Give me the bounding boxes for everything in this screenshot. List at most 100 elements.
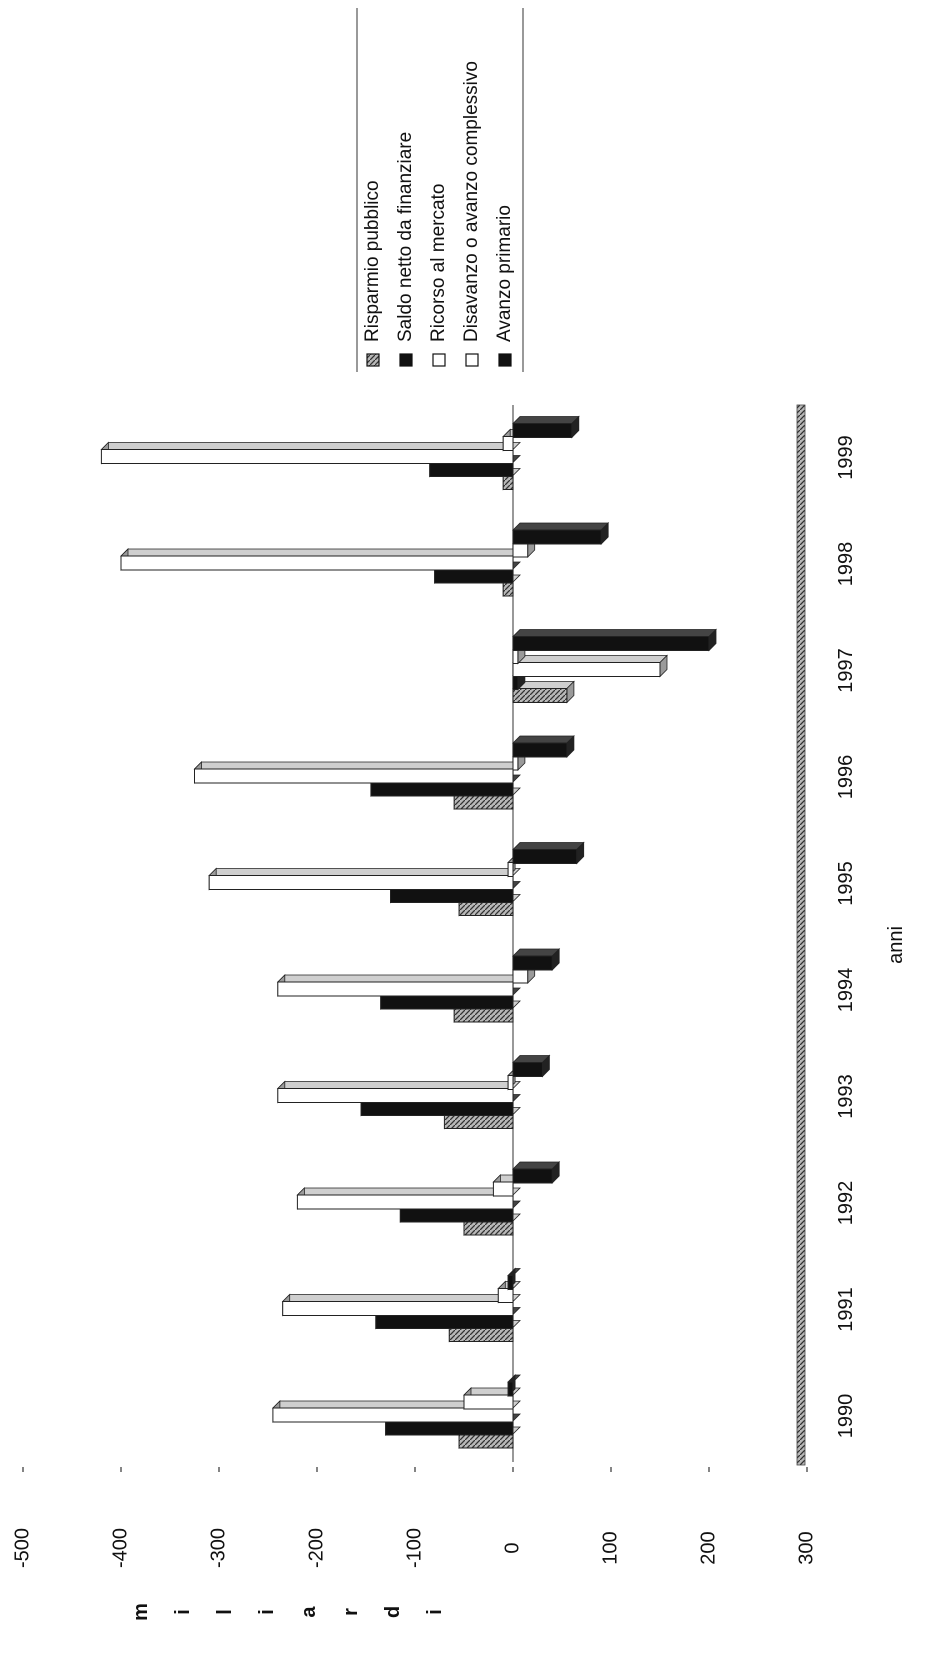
bar-avanzo-primario: [512, 849, 578, 864]
bar-saldo-netto-da-finanziare: [370, 781, 514, 797]
legend-swatch: [498, 353, 512, 367]
legend-label: Risparmio pubblico: [362, 180, 383, 342]
bar-avanzo-primario: [512, 955, 553, 971]
bar-disavanzo-o-avanzo-complessivo: [463, 1394, 514, 1410]
bar-disavanzo-o-avanzo-complessivo: [502, 436, 514, 451]
y-tick-label: -200: [305, 1528, 327, 1568]
x-tick-label: 1996: [835, 755, 857, 800]
legend-swatch: [399, 353, 413, 367]
bar-depth: [281, 1294, 521, 1302]
bar-avanzo-primario: [512, 1062, 543, 1077]
legend-label: Avanzo primario: [494, 205, 515, 342]
y-axis-title-letter: i: [424, 1609, 446, 1615]
x-tick-label: 1994: [835, 968, 857, 1013]
bar-disavanzo-o-avanzo-complessivo: [497, 1288, 514, 1303]
bar-risparmio-pubblico: [502, 475, 514, 490]
bar-ricorso-al-mercato: [282, 1301, 514, 1316]
bar-saldo-netto-da-finanziare: [434, 568, 514, 584]
bar-avanzo-primario: [512, 423, 573, 438]
bar-avanzo-primario: [512, 1168, 553, 1184]
legend-swatch: [366, 353, 380, 367]
bar-saldo-netto-da-finanziare: [390, 888, 514, 903]
bar-depth: [512, 948, 561, 957]
bar-ricorso-al-mercato: [272, 1407, 514, 1423]
bar-ricorso-al-mercato: [194, 768, 514, 784]
category-labels: 1990 1991 1992 1993 1994 1995 1996 1997 1998 1999: [835, 435, 857, 1438]
bar-disavanzo-o-avanzo-complessivo: [507, 862, 514, 877]
bar-saldo-netto-da-finanziare: [512, 675, 519, 690]
y-tick-label: -400: [109, 1528, 131, 1568]
x-tick-label: 1990: [835, 1394, 857, 1439]
category-axis-floor: [796, 404, 806, 1466]
legend-label: Ricorso al mercato: [428, 184, 449, 342]
y-axis-title-letter: m: [130, 1603, 152, 1621]
bar-risparmio-pubblico: [502, 581, 514, 597]
bar-disavanzo-o-avanzo-complessivo: [507, 1075, 514, 1090]
bar-disavanzo-o-avanzo-complessivo: [512, 542, 529, 558]
x-tick-label: 1995: [835, 861, 857, 906]
bar-avanzo-primario: [512, 529, 602, 545]
bar-disavanzo-o-avanzo-complessivo: [512, 649, 519, 664]
bar-saldo-netto-da-finanziare: [380, 994, 514, 1010]
bars: [100, 415, 717, 1449]
bar-disavanzo-o-avanzo-complessivo: [492, 1181, 514, 1197]
bar-depth: [512, 1161, 561, 1170]
bar-risparmio-pubblico: [453, 794, 514, 810]
x-axis-title: anni: [885, 926, 907, 964]
y-tick-label: 100: [599, 1531, 621, 1564]
legend-label: Disavanzo o avanzo complessivo: [461, 61, 482, 342]
y-axis-title-letter: l: [214, 1609, 236, 1615]
bar-risparmio-pubblico: [448, 1327, 514, 1342]
bar-ricorso-al-mercato: [100, 449, 514, 464]
bar-depth: [276, 1081, 521, 1089]
bar-avanzo-primario: [507, 1275, 514, 1290]
bar-depth: [512, 416, 580, 424]
y-axis-title-letter: a: [298, 1606, 320, 1618]
bar-depth: [120, 548, 521, 557]
bar-depth: [512, 655, 668, 663]
x-tick-label: 1993: [835, 1074, 857, 1119]
y-tick-label: 200: [697, 1531, 719, 1564]
y-tick-label: 300: [795, 1531, 817, 1564]
y-tick-label: -100: [403, 1528, 425, 1568]
bar-depth: [276, 974, 521, 983]
bar-ricorso-al-mercato: [120, 555, 514, 571]
bar-saldo-netto-da-finanziare: [399, 1207, 514, 1223]
bar-avanzo-primario: [512, 636, 710, 651]
bar-saldo-netto-da-finanziare: [429, 462, 514, 477]
y-tick-label: 0: [501, 1542, 523, 1553]
bar-depth: [100, 442, 521, 450]
bar-depth: [512, 842, 585, 850]
bar-risparmio-pubblico: [453, 1007, 514, 1023]
bar-avanzo-primario: [507, 1381, 514, 1397]
bar-saldo-netto-da-finanziare: [360, 1101, 514, 1116]
bar-risparmio-pubblico: [458, 901, 514, 916]
y-axis-title-letter: i: [172, 1609, 194, 1615]
bar-ricorso-al-mercato: [208, 875, 514, 890]
bar-saldo-netto-da-finanziare: [385, 1420, 514, 1436]
legend-swatch: [465, 353, 479, 367]
bar-depth: [208, 868, 521, 876]
y-axis-title-letter: r: [340, 1608, 362, 1616]
y-tick-label: -300: [207, 1528, 229, 1568]
bar-avanzo-primario: [512, 742, 568, 758]
bar-ricorso-al-mercato: [296, 1194, 514, 1210]
x-tick-label: 1997: [835, 648, 857, 693]
bar-risparmio-pubblico: [512, 688, 568, 703]
bar-disavanzo-o-avanzo-complessivo: [512, 968, 529, 984]
legend: Risparmio pubblico Saldo netto da finanzi…: [356, 8, 524, 372]
bar-depth: [193, 761, 521, 770]
bar-depth: [512, 629, 717, 637]
bar-risparmio-pubblico: [443, 1114, 514, 1129]
y-axis-title-letter: i: [256, 1609, 278, 1615]
legend-label: Saldo netto da finanziare: [395, 132, 416, 342]
bar-risparmio-pubblico: [463, 1220, 514, 1236]
legend-swatch: [432, 353, 446, 367]
x-tick-label: 1992: [835, 1181, 857, 1226]
bar-saldo-netto-da-finanziare: [375, 1314, 514, 1329]
y-tick-label: -500: [11, 1528, 33, 1568]
bar-ricorso-al-mercato: [277, 1088, 514, 1103]
bar-ricorso-al-mercato: [512, 662, 661, 677]
